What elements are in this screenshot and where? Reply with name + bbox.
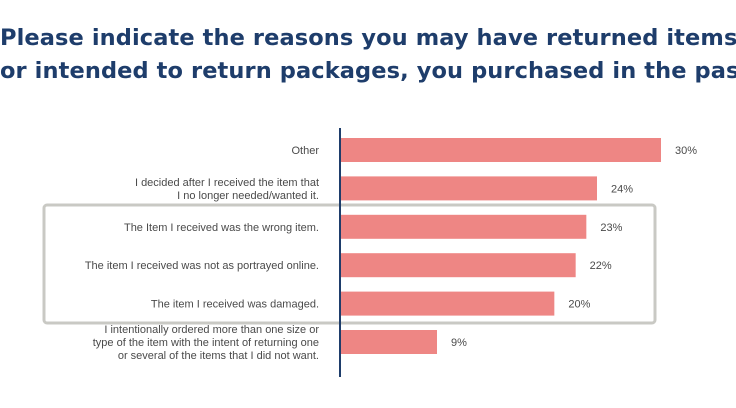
value-label-5: 9%: [451, 337, 467, 349]
highlight-box: [42, 203, 657, 325]
chart-title-line-2: or intended to return packages, you purc…: [0, 58, 736, 84]
category-label-4: The item I received was damaged.: [151, 299, 319, 311]
bar-4: [341, 291, 555, 316]
category-label-4-line-0: The item I received was damaged.: [151, 299, 319, 311]
bar-3: [341, 253, 576, 278]
category-label-2-line-0: The Item I received was the wrong item.: [124, 222, 319, 234]
category-label-5-line-0: I intentionally ordered more than one si…: [104, 324, 319, 336]
bar-5: [341, 330, 437, 354]
value-label-1: 24%: [611, 183, 633, 195]
category-label-0-line-0: Other: [291, 145, 319, 157]
bars-layer: 30% Other 24% I decided after I received th…: [85, 138, 697, 362]
bar-2: [341, 214, 587, 239]
bar-0: [341, 138, 661, 162]
value-label-0: 30%: [675, 145, 697, 157]
category-label-5: I intentionally ordered more than one si…: [93, 324, 320, 362]
category-label-1-line-0: I decided after I received the item that: [135, 177, 319, 189]
category-label-1: I decided after I received the item that…: [135, 177, 319, 202]
category-label-5-line-1: type of the item with the intent of retu…: [93, 337, 319, 349]
value-label-3: 22%: [590, 260, 612, 272]
value-label-4: 20%: [568, 299, 590, 311]
bar-1: [341, 176, 597, 201]
chart-title-line-1: Please indicate the reasons you may have…: [0, 25, 736, 51]
category-label-2: The Item I received was the wrong item.: [124, 222, 319, 234]
category-label-5-line-2: or several of the items that I did not w…: [118, 350, 319, 362]
category-label-1-line-1: I no longer needed/wanted it.: [177, 190, 319, 202]
chart-title: Please indicate the reasons you may have…: [0, 22, 736, 88]
category-label-0: Other: [291, 145, 319, 157]
category-label-3-line-0: The item I received was not as portrayed…: [85, 260, 319, 272]
category-label-3: The item I received was not as portrayed…: [85, 260, 319, 272]
value-label-2: 23%: [600, 222, 622, 234]
